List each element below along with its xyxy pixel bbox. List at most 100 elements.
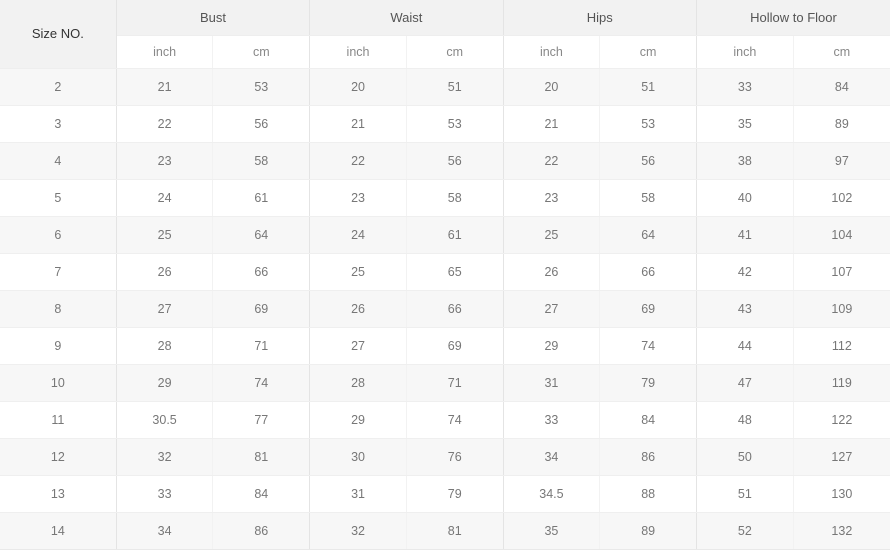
cell-bust-cm: 81 [213, 438, 310, 475]
column-group-header-hollow-to-floor: Hollow to Floor [697, 0, 890, 35]
cell-bust-cm: 69 [213, 290, 310, 327]
cell-bust-inch: 28 [116, 327, 213, 364]
cell-waist-inch: 26 [310, 290, 407, 327]
cell-hips-inch: 29 [503, 327, 600, 364]
cell-waist-inch: 29 [310, 401, 407, 438]
cell-waist-inch: 24 [310, 216, 407, 253]
cell-waist-inch: 27 [310, 327, 407, 364]
cell-waist-cm: 79 [406, 475, 503, 512]
cell-size-no: 9 [0, 327, 116, 364]
unit-header-hips-inch: inch [503, 35, 600, 68]
cell-hips-inch: 31 [503, 364, 600, 401]
cell-hollow-inch: 48 [697, 401, 794, 438]
cell-size-no: 10 [0, 364, 116, 401]
cell-size-no: 5 [0, 179, 116, 216]
cell-waist-inch: 23 [310, 179, 407, 216]
unit-header-hips-cm: cm [600, 35, 697, 68]
cell-waist-inch: 22 [310, 142, 407, 179]
cell-hollow-inch: 43 [697, 290, 794, 327]
cell-hollow-cm: 102 [793, 179, 890, 216]
unit-header-hollow-cm: cm [793, 35, 890, 68]
cell-bust-inch: 30.5 [116, 401, 213, 438]
column-group-header-waist: Waist [310, 0, 503, 35]
cell-bust-cm: 61 [213, 179, 310, 216]
cell-bust-cm: 64 [213, 216, 310, 253]
cell-waist-cm: 51 [406, 68, 503, 105]
unit-header-row: inch cm inch cm inch cm inch cm [0, 35, 890, 68]
cell-waist-cm: 56 [406, 142, 503, 179]
cell-hips-cm: 79 [600, 364, 697, 401]
cell-hips-inch: 26 [503, 253, 600, 290]
cell-hips-inch: 22 [503, 142, 600, 179]
cell-hollow-cm: 104 [793, 216, 890, 253]
cell-bust-cm: 77 [213, 401, 310, 438]
unit-header-waist-cm: cm [406, 35, 503, 68]
cell-hips-cm: 66 [600, 253, 697, 290]
cell-hips-cm: 86 [600, 438, 697, 475]
cell-hollow-inch: 44 [697, 327, 794, 364]
cell-hollow-inch: 42 [697, 253, 794, 290]
cell-size-no: 7 [0, 253, 116, 290]
cell-bust-inch: 21 [116, 68, 213, 105]
cell-hips-cm: 69 [600, 290, 697, 327]
cell-hollow-cm: 89 [793, 105, 890, 142]
unit-header-bust-inch: inch [116, 35, 213, 68]
cell-hips-inch: 21 [503, 105, 600, 142]
table-header: Size NO. Bust Waist Hips Hollow to Floor… [0, 0, 890, 68]
cell-bust-inch: 33 [116, 475, 213, 512]
cell-hips-inch: 33 [503, 401, 600, 438]
cell-size-no: 4 [0, 142, 116, 179]
cell-hips-cm: 58 [600, 179, 697, 216]
cell-waist-cm: 66 [406, 290, 503, 327]
cell-bust-inch: 24 [116, 179, 213, 216]
cell-hips-inch: 25 [503, 216, 600, 253]
cell-waist-inch: 28 [310, 364, 407, 401]
cell-waist-cm: 53 [406, 105, 503, 142]
unit-header-waist-inch: inch [310, 35, 407, 68]
cell-hollow-inch: 35 [697, 105, 794, 142]
cell-hollow-cm: 122 [793, 401, 890, 438]
cell-hollow-cm: 84 [793, 68, 890, 105]
cell-hips-cm: 51 [600, 68, 697, 105]
cell-hollow-inch: 38 [697, 142, 794, 179]
cell-hips-inch: 34 [503, 438, 600, 475]
cell-waist-cm: 69 [406, 327, 503, 364]
cell-waist-inch: 20 [310, 68, 407, 105]
column-group-header-hips: Hips [503, 0, 696, 35]
cell-waist-inch: 21 [310, 105, 407, 142]
cell-size-no: 2 [0, 68, 116, 105]
cell-waist-cm: 65 [406, 253, 503, 290]
cell-size-no: 13 [0, 475, 116, 512]
cell-bust-cm: 71 [213, 327, 310, 364]
cell-bust-inch: 25 [116, 216, 213, 253]
cell-hips-cm: 84 [600, 401, 697, 438]
cell-waist-cm: 74 [406, 401, 503, 438]
cell-bust-inch: 29 [116, 364, 213, 401]
cell-hollow-inch: 47 [697, 364, 794, 401]
cell-hollow-inch: 33 [697, 68, 794, 105]
cell-hips-inch: 23 [503, 179, 600, 216]
cell-size-no: 8 [0, 290, 116, 327]
column-group-header-bust: Bust [116, 0, 309, 35]
cell-bust-cm: 66 [213, 253, 310, 290]
cell-waist-cm: 76 [406, 438, 503, 475]
cell-waist-cm: 58 [406, 179, 503, 216]
cell-waist-inch: 25 [310, 253, 407, 290]
cell-hollow-cm: 97 [793, 142, 890, 179]
cell-bust-cm: 74 [213, 364, 310, 401]
cell-hips-inch: 20 [503, 68, 600, 105]
cell-bust-inch: 22 [116, 105, 213, 142]
cell-hollow-inch: 40 [697, 179, 794, 216]
cell-waist-inch: 31 [310, 475, 407, 512]
cell-bust-inch: 26 [116, 253, 213, 290]
